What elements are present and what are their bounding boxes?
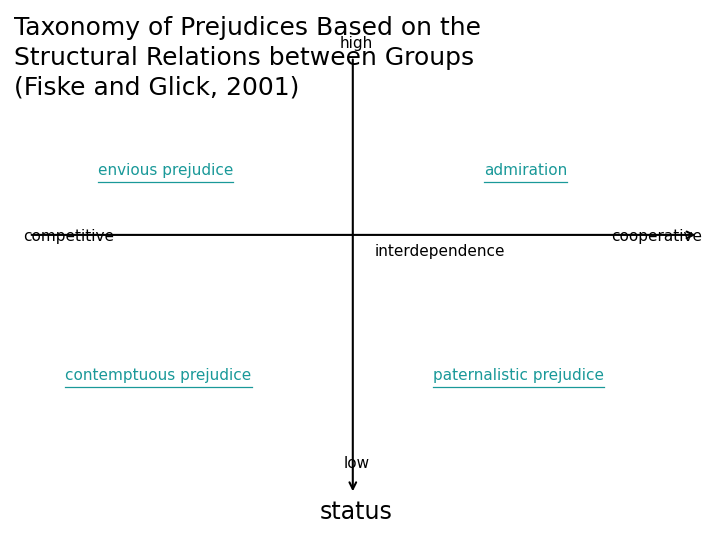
Text: interdependence: interdependence: [374, 244, 505, 259]
Text: Taxonomy of Prejudices Based on the
Structural Relations between Groups
(Fiske a: Taxonomy of Prejudices Based on the Stru…: [14, 16, 482, 99]
Text: high: high: [340, 36, 373, 51]
Text: envious prejudice: envious prejudice: [98, 163, 233, 178]
Text: admiration: admiration: [484, 163, 567, 178]
Text: low: low: [343, 456, 369, 471]
Text: status: status: [320, 500, 393, 524]
Text: contemptuous prejudice: contemptuous prejudice: [66, 368, 251, 383]
Text: competitive: competitive: [23, 229, 114, 244]
Text: paternalistic prejudice: paternalistic prejudice: [433, 368, 604, 383]
Text: cooperative: cooperative: [611, 229, 702, 244]
